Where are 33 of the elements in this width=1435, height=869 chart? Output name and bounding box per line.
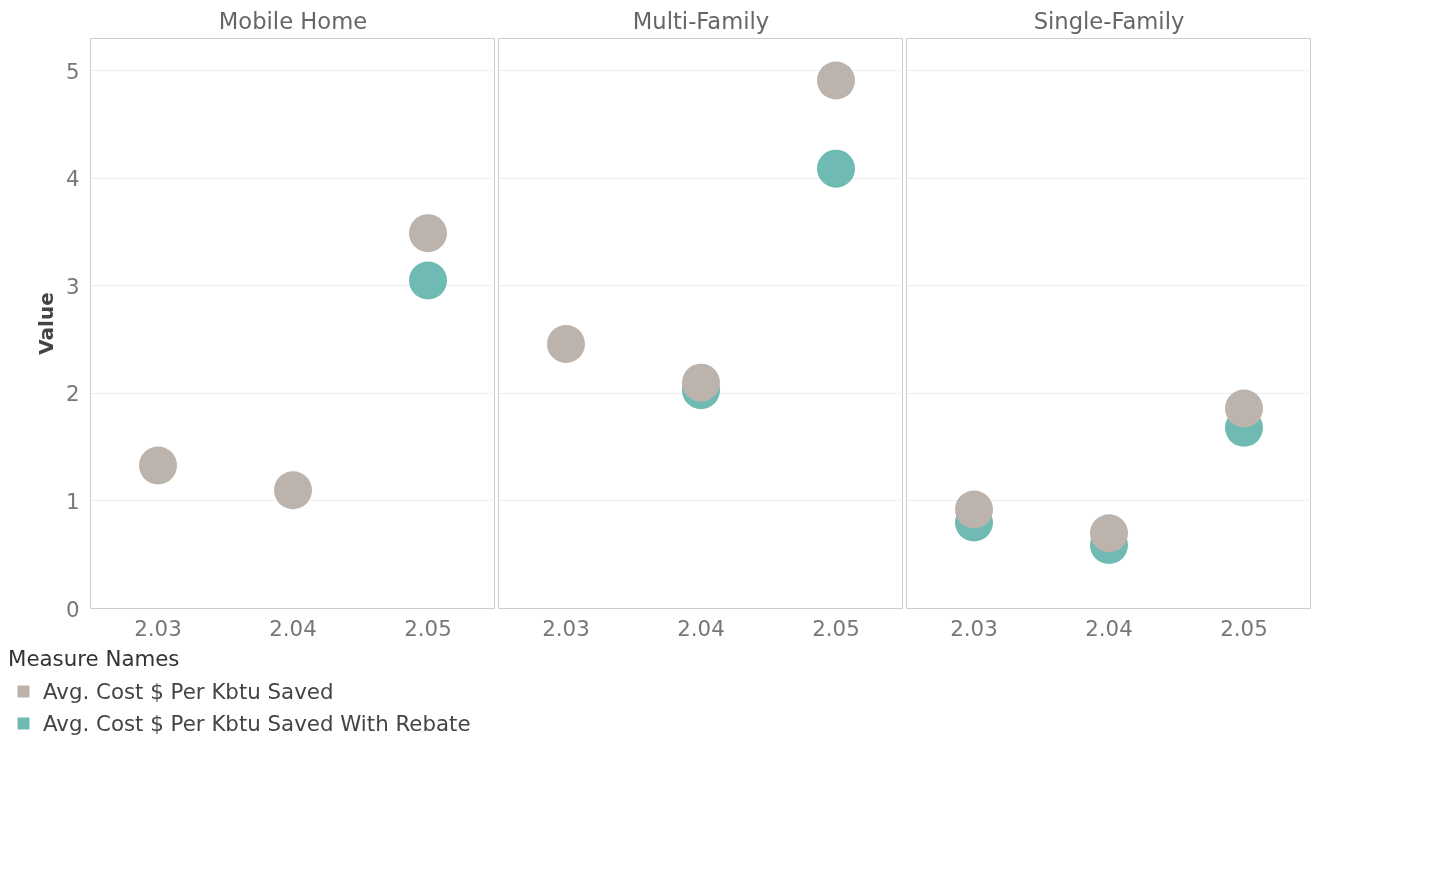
legend-label: Avg. Cost $ Per Kbtu Saved (43, 678, 334, 704)
y-tick-label: 4 (65, 166, 80, 192)
point (547, 324, 585, 363)
point (817, 61, 855, 100)
chart-title: Single-Family (1033, 7, 1185, 34)
x-tick-label: 2.05 (404, 615, 452, 641)
y-tick-label: 5 (65, 58, 80, 84)
x-tick-label: 2.03 (950, 615, 998, 641)
x-tick-label: 2.04 (269, 615, 317, 641)
point (409, 261, 447, 300)
y-axis-title: Value (33, 292, 58, 355)
point (817, 149, 855, 188)
legend-title: Measure Names (8, 646, 181, 671)
chart-title: Multi-Family (632, 7, 770, 34)
x-tick-label: 2.04 (1085, 615, 1133, 641)
y-tick-label: 3 (65, 273, 80, 299)
y-tick-label: 0 (65, 596, 80, 622)
legend-label: Avg. Cost $ Per Kbtu Saved With Rebate (43, 710, 471, 736)
x-tick-label: 2.05 (1220, 615, 1268, 641)
point (274, 471, 312, 510)
point (955, 490, 993, 529)
x-tick-label: 2.03 (134, 615, 182, 641)
point (682, 363, 720, 402)
x-tick-label: 2.05 (812, 615, 860, 641)
x-tick-label: 2.03 (542, 615, 590, 641)
chart-title: Mobile Home (218, 7, 368, 34)
y-tick-label: 2 (65, 381, 80, 407)
point (139, 446, 177, 485)
point (1090, 514, 1128, 553)
y-tick-label: 1 (65, 488, 80, 514)
point (1225, 389, 1263, 428)
x-tick-label: 2.04 (677, 615, 725, 641)
point (409, 214, 447, 253)
